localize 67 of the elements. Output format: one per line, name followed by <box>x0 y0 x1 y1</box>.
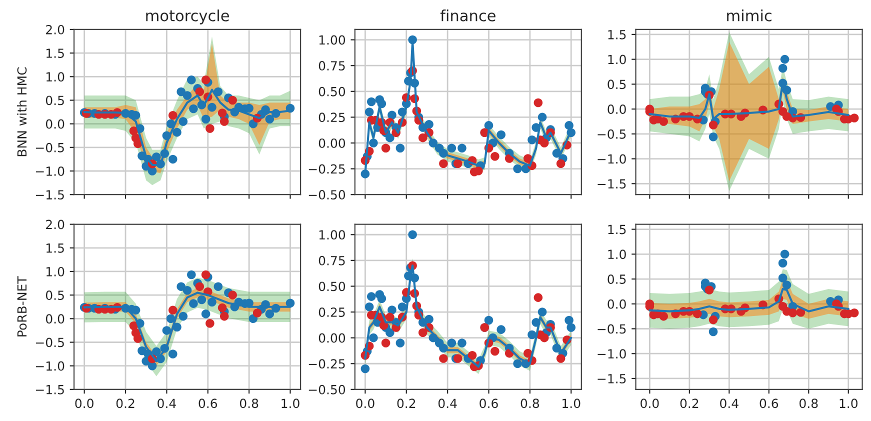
y-tick-label: 1.5 <box>46 48 64 58</box>
y-tick-label: −1.5 <box>36 385 64 394</box>
x-tick-label: 0.2 <box>397 398 416 408</box>
y-tick-label: 0.25 <box>318 112 345 122</box>
x-tick-label: 0.8 <box>800 398 818 408</box>
y-tick-label: −1.0 <box>598 154 626 164</box>
y-tick-label: 0.0 <box>608 299 626 309</box>
x-tick-label: 1.0 <box>562 398 580 408</box>
x-tick-label: 0.6 <box>480 398 498 408</box>
y-tick-label: −0.25 <box>308 164 345 174</box>
y-tick-label: −0.5 <box>36 142 64 152</box>
y-tick-label: 0.00 <box>318 333 346 343</box>
y-tick-label: −0.5 <box>36 338 64 348</box>
y-tick-label: 0.5 <box>608 80 626 90</box>
x-tick-label: 0.0 <box>356 398 374 408</box>
y-tick-label: −1.0 <box>36 166 64 176</box>
y-tick-label: 1.5 <box>46 244 64 253</box>
chart-title: mimic <box>727 10 772 22</box>
y-tick-label: 1.0 <box>608 250 626 260</box>
y-tick-label: 1.0 <box>46 72 64 82</box>
x-tick-label: 0.0 <box>640 398 659 408</box>
x-tick-label: 1.0 <box>282 398 300 408</box>
chart-title: finance <box>440 10 496 22</box>
y-tick-label: −0.50 <box>308 384 346 394</box>
y-tick-label: 1.0 <box>608 54 626 64</box>
y-tick-label: −0.5 <box>598 324 626 334</box>
y-tick-label: 2.0 <box>46 220 64 230</box>
y-tick-label: 0.0 <box>608 104 626 114</box>
y-tick-label: −0.50 <box>308 190 346 200</box>
x-tick-label: 0.2 <box>116 398 134 408</box>
chart-title: motorcycle <box>146 10 229 24</box>
y-tick-label: 0.0 <box>46 119 64 129</box>
y-tick-label: −1.5 <box>36 190 64 200</box>
y-tick-label: 0.25 <box>318 308 345 317</box>
y-tick-label: 0.5 <box>608 274 626 284</box>
y-tick-label: 1.00 <box>319 35 346 45</box>
y-tick-label: 1.00 <box>319 230 346 240</box>
y-tick-label: −1.0 <box>36 361 64 371</box>
y-tick-label: 0.5 <box>46 96 64 106</box>
y-tick-label: −1.0 <box>598 349 626 359</box>
x-tick-label: 0.8 <box>520 398 540 408</box>
y-tick-label: 2.0 <box>46 24 64 34</box>
y-tick-label: 1.5 <box>608 224 626 234</box>
x-tick-label: 0.0 <box>75 398 94 408</box>
x-tick-label: 0.2 <box>680 398 698 408</box>
x-tick-label: 0.6 <box>198 398 218 408</box>
y-tick-label: −0.25 <box>308 359 345 369</box>
y-axis-title: PoRB-NET <box>17 276 27 336</box>
y-tick-label: 0.50 <box>318 282 346 292</box>
y-axis-title: BNN with HMC <box>17 67 27 156</box>
x-tick-label: 0.4 <box>720 398 738 408</box>
y-tick-label: 0.75 <box>318 61 345 71</box>
x-tick-label: 0.6 <box>760 398 778 408</box>
y-tick-label: −1.5 <box>598 374 626 384</box>
y-tick-label: 0.0 <box>46 314 64 324</box>
x-tick-label: 1.0 <box>840 398 858 408</box>
y-tick-label: 0.50 <box>318 86 346 96</box>
x-tick-label: 0.4 <box>158 398 176 408</box>
y-tick-label: 0.5 <box>46 290 64 300</box>
y-tick-label: 0.75 <box>318 256 345 266</box>
y-tick-label: −0.5 <box>598 129 626 139</box>
y-tick-label: −1.5 <box>598 179 626 189</box>
y-tick-label: 1.5 <box>608 30 626 40</box>
y-tick-label: 0.00 <box>318 138 346 148</box>
x-tick-label: 0.4 <box>438 398 457 408</box>
y-tick-label: 1.0 <box>46 266 64 276</box>
x-tick-label: 0.8 <box>240 398 258 408</box>
